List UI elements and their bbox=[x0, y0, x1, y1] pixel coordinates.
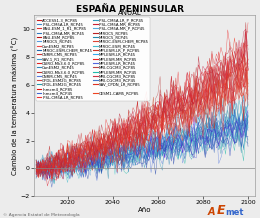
Text: E: E bbox=[217, 204, 226, 217]
Legend: ACCESS1-3_RCP85, IPSL-CM5A-LR_RCP45, BNU-ESM_1_R1_RCP85, IPSL-CM5A-MR_RCP45, BNU: ACCESS1-3_RCP85, IPSL-CM5A-LR_RCP45, BNU… bbox=[36, 17, 150, 101]
Text: ANUAL: ANUAL bbox=[118, 10, 142, 16]
Text: met: met bbox=[225, 208, 243, 217]
Y-axis label: Cambio de la temperatura máxima (°C): Cambio de la temperatura máxima (°C) bbox=[12, 37, 19, 175]
Text: © Agencia Estatal de Meteorología: © Agencia Estatal de Meteorología bbox=[3, 213, 79, 217]
X-axis label: Año: Año bbox=[138, 207, 151, 213]
Text: A: A bbox=[208, 207, 216, 217]
Text: ESPAÑA PENINSULAR: ESPAÑA PENINSULAR bbox=[76, 5, 184, 14]
